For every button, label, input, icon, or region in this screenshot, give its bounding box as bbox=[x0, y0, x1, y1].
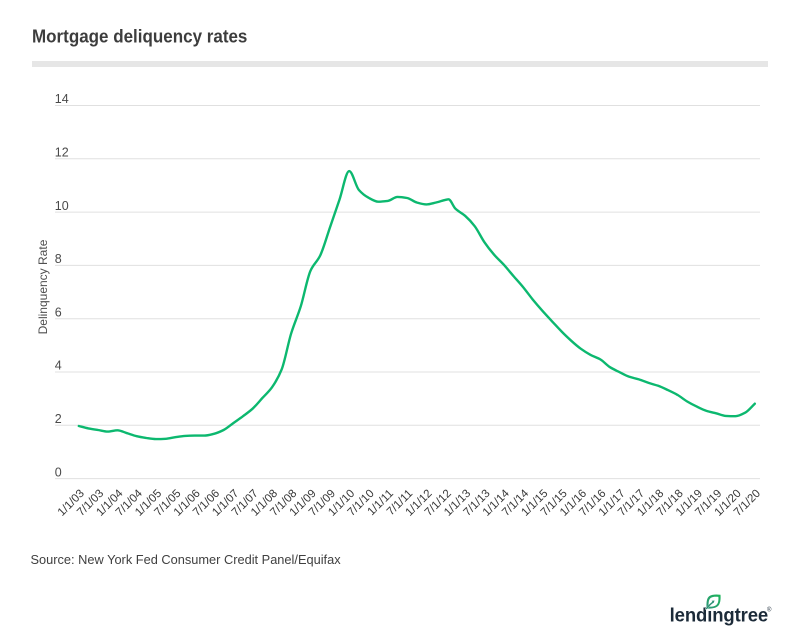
svg-text:4: 4 bbox=[55, 359, 62, 373]
svg-text:6: 6 bbox=[55, 305, 62, 319]
svg-text:lendingtree: lendingtree bbox=[670, 605, 769, 627]
svg-text:2: 2 bbox=[55, 412, 62, 426]
svg-text:12: 12 bbox=[55, 146, 69, 160]
svg-text:®: ® bbox=[767, 607, 772, 614]
svg-text:14: 14 bbox=[55, 92, 69, 106]
svg-text:Delinquency Rate: Delinquency Rate bbox=[36, 239, 50, 334]
svg-text:8: 8 bbox=[55, 252, 62, 266]
svg-text:0: 0 bbox=[55, 465, 62, 479]
svg-text:10: 10 bbox=[55, 199, 69, 213]
